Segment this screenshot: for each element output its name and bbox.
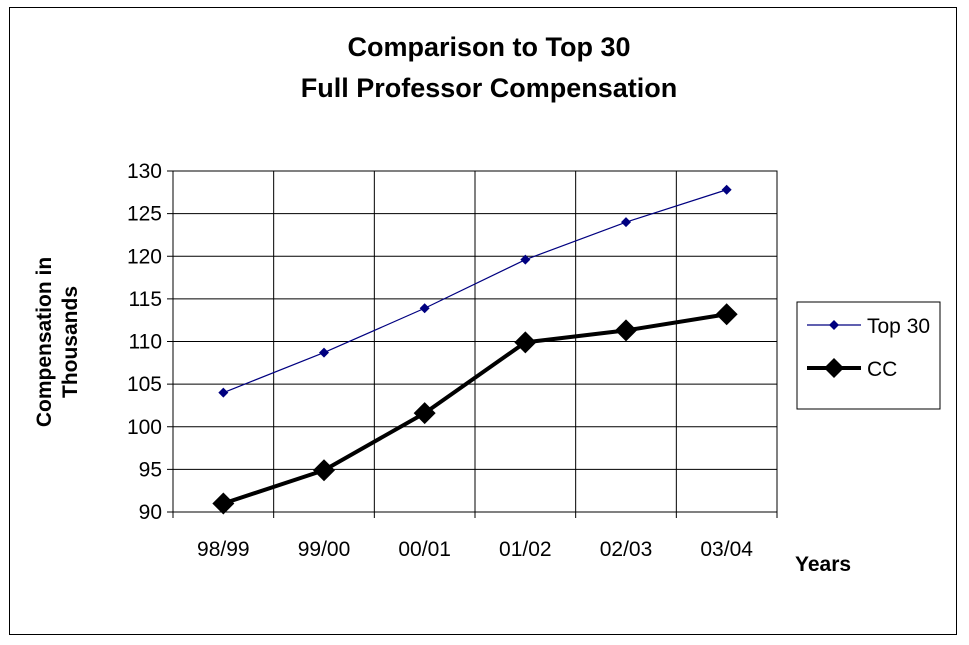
x-tick-label: 00/01: [398, 538, 451, 561]
y-tick-label: 95: [139, 458, 162, 481]
chart-title-line-2: Full Professor Compensation: [301, 73, 678, 103]
x-tick-label: 03/04: [700, 538, 753, 561]
series-line: [222, 312, 727, 506]
y-tick-label: 120: [127, 245, 162, 268]
data-point: [615, 319, 637, 342]
y-tick-label: 105: [127, 373, 162, 396]
data-point: [715, 303, 738, 326]
data-point: [721, 184, 732, 195]
gridlines: [173, 170, 777, 513]
series-lines: [212, 184, 738, 515]
data-point: [319, 347, 329, 358]
legend: Top 30 CC: [796, 301, 941, 410]
x-axis-title: Years: [795, 553, 851, 576]
y-tick-label: 125: [127, 203, 162, 226]
data-point: [413, 402, 436, 425]
y-tick-label: 130: [127, 160, 162, 183]
x-tick-label: 02/03: [600, 538, 653, 561]
legend-label: CC: [867, 358, 897, 381]
y-tick-label: 90: [139, 501, 162, 524]
legend-swatch-marker: [829, 320, 839, 330]
x-tick-label: 01/02: [499, 538, 552, 561]
legend-swatch-marker: [824, 358, 844, 378]
x-axis-ticks: 98/99 99/00 00/01 01/02 02/03 03/04: [172, 512, 778, 561]
y-tick-label: 115: [129, 288, 162, 311]
data-point: [218, 387, 229, 398]
data-point: [212, 492, 235, 515]
series-1: [212, 303, 738, 515]
data-point: [514, 331, 537, 354]
data-point: [313, 459, 335, 482]
legend-box: [796, 301, 941, 410]
data-point: [520, 254, 531, 265]
chart-title-line-1: Comparison to Top 30: [347, 32, 630, 62]
x-tick-label: 98/99: [197, 538, 250, 561]
series-0: [218, 184, 732, 398]
data-point: [419, 303, 430, 314]
y-axis-title-line-2: Thousands: [59, 286, 82, 398]
y-tick-label: 100: [127, 416, 162, 439]
legend-entry: CC: [807, 358, 897, 381]
y-axis-title-line-1: Compensation in: [33, 257, 56, 427]
series-line: [223, 189, 727, 394]
legend-entry: Top 30: [807, 315, 930, 338]
y-axis-ticks: 90 95 100 105 110 115 120 125 130: [127, 160, 173, 524]
data-point: [621, 217, 631, 228]
legend-label: Top 30: [867, 315, 930, 338]
x-tick-label: 99/00: [298, 538, 351, 561]
y-tick-label: 110: [129, 331, 162, 354]
